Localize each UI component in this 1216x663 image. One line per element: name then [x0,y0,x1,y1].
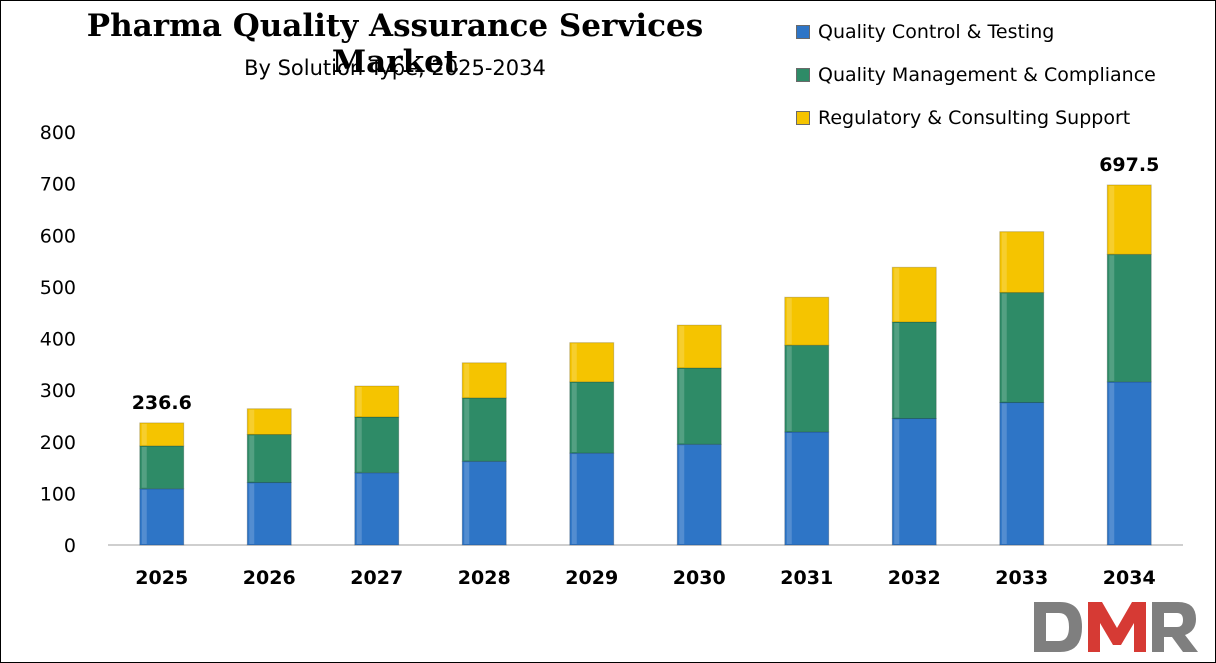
bar-segment-2025-series-2 [139,422,185,447]
dmr-logo [1034,602,1198,652]
chart-title: Pharma Quality Assurance Services Market [86,8,704,80]
bar-segment-2027-series-0 [354,472,400,546]
bar-segment-2026-series-2 [246,408,292,436]
bar-highlight-2032-series-2 [894,268,900,321]
legend-swatch-quality-control [796,24,810,39]
bar-segment-2031-series-1 [784,344,830,433]
bar-segment-2032-series-1 [891,321,937,420]
bar-highlight-2033-series-0 [1001,403,1007,544]
data-label-2025: 236.6 [132,392,192,414]
x-tick-label: 2034 [1103,567,1156,589]
bar-highlight-2034-series-2 [1109,185,1115,254]
bar-highlight-2027-series-2 [356,386,362,416]
bar-segment-2031-series-0 [784,431,830,546]
legend-item-quality-control: Quality Control & Testing [796,10,1156,53]
bar-highlight-2030-series-1 [679,368,685,444]
bar-highlight-2026-series-1 [249,435,255,482]
y-tick-label: 400 [40,329,76,351]
bar-segment-2025-series-0 [139,488,185,546]
bar-highlight-2034-series-0 [1109,382,1115,544]
y-tick-label: 0 [64,535,76,557]
legend-label-quality-management: Quality Management & Compliance [818,63,1156,86]
bar-highlight-2025-series-0 [141,489,147,544]
bar-highlight-2027-series-1 [356,417,362,472]
bar-highlight-2029-series-0 [571,454,577,544]
chart-subtitle: By Solution Type, 2025-2034 [244,56,546,80]
y-tick-label: 300 [40,380,76,402]
bar-highlight-2030-series-0 [679,445,685,544]
y-tick-label: 700 [40,174,76,196]
bar-segment-2032-series-0 [891,418,937,546]
bar-segment-2030-series-1 [676,367,722,445]
legend-label-quality-control: Quality Control & Testing [818,20,1055,43]
y-tick-label: 800 [40,122,76,144]
data-labels: 236.6 697.5 [132,154,1160,414]
bar-segment-2033-series-1 [999,292,1045,404]
bar-highlight-2033-series-2 [1001,232,1007,292]
y-tick-label: 200 [40,432,76,454]
bar-segment-2033-series-0 [999,402,1045,546]
bar-highlight-2027-series-0 [356,473,362,544]
bar-segment-2032-series-2 [891,266,937,323]
y-tick-label: 100 [40,483,76,505]
bar-segment-2030-series-2 [676,324,722,369]
legend-label-regulatory: Regulatory & Consulting Support [818,106,1131,129]
bar-segment-2034-series-0 [1106,381,1152,546]
bar-highlight-2028-series-1 [464,398,470,461]
bar-segment-2028-series-1 [461,397,507,462]
legend-item-regulatory: Regulatory & Consulting Support [796,96,1156,139]
y-tick-label: 600 [40,225,76,247]
bar-highlight-2028-series-2 [464,363,470,397]
bar-segment-2026-series-1 [246,434,292,484]
bar-segment-2026-series-0 [246,482,292,546]
x-axis-labels: 2025 2026 2027 2028 2029 2030 2031 2032 2033 2034 [135,567,1155,589]
x-tick-label: 2032 [888,567,941,589]
bar-highlight-2029-series-2 [571,343,577,381]
bar-segment-2027-series-1 [354,416,400,474]
bar-highlight-2033-series-1 [1001,293,1007,402]
x-tick-label: 2028 [458,567,511,589]
legend-item-quality-management: Quality Management & Compliance [796,53,1156,96]
x-tick-label: 2031 [780,567,833,589]
x-tick-label: 2026 [243,567,296,589]
bar-segment-2029-series-2 [569,342,615,383]
bar-segment-2034-series-2 [1106,184,1152,255]
bar-highlight-2031-series-2 [786,298,792,345]
bar-highlight-2032-series-0 [894,419,900,544]
bar-highlight-2030-series-2 [679,326,685,367]
bar-highlight-2032-series-1 [894,322,900,418]
bar-segment-2034-series-1 [1106,253,1152,383]
legend: Quality Control & Testing Quality Manage… [796,10,1156,139]
legend-swatch-quality-management [796,67,810,82]
x-tick-label: 2025 [135,567,188,589]
legend-swatch-regulatory [796,110,810,125]
y-tick-label: 500 [40,277,76,299]
bar-segment-2028-series-2 [461,362,507,399]
bar-highlight-2026-series-0 [249,483,255,544]
bar-segment-2030-series-0 [676,443,722,546]
bar-segment-2033-series-2 [999,231,1045,294]
bar-highlight-2031-series-1 [786,346,792,431]
bar-segment-2027-series-2 [354,385,400,418]
bar-highlight-2034-series-1 [1109,255,1115,381]
bar-highlight-2031-series-0 [786,432,792,544]
bar-segment-2031-series-2 [784,296,830,346]
x-tick-label: 2027 [350,567,403,589]
data-label-2034: 697.5 [1099,154,1159,176]
x-tick-label: 2033 [995,567,1048,589]
bar-highlight-2029-series-1 [571,382,577,453]
bar-highlight-2026-series-2 [249,409,255,434]
bar-highlight-2025-series-1 [141,446,147,488]
x-tick-label: 2029 [565,567,618,589]
bar-segment-2029-series-0 [569,452,615,546]
bars-group [139,184,1152,546]
bar-highlight-2028-series-0 [464,462,470,544]
bar-highlight-2025-series-2 [141,423,147,445]
x-tick-label: 2030 [673,567,726,589]
y-axis-ticks: 0 100 200 300 400 500 600 700 800 [40,122,76,557]
